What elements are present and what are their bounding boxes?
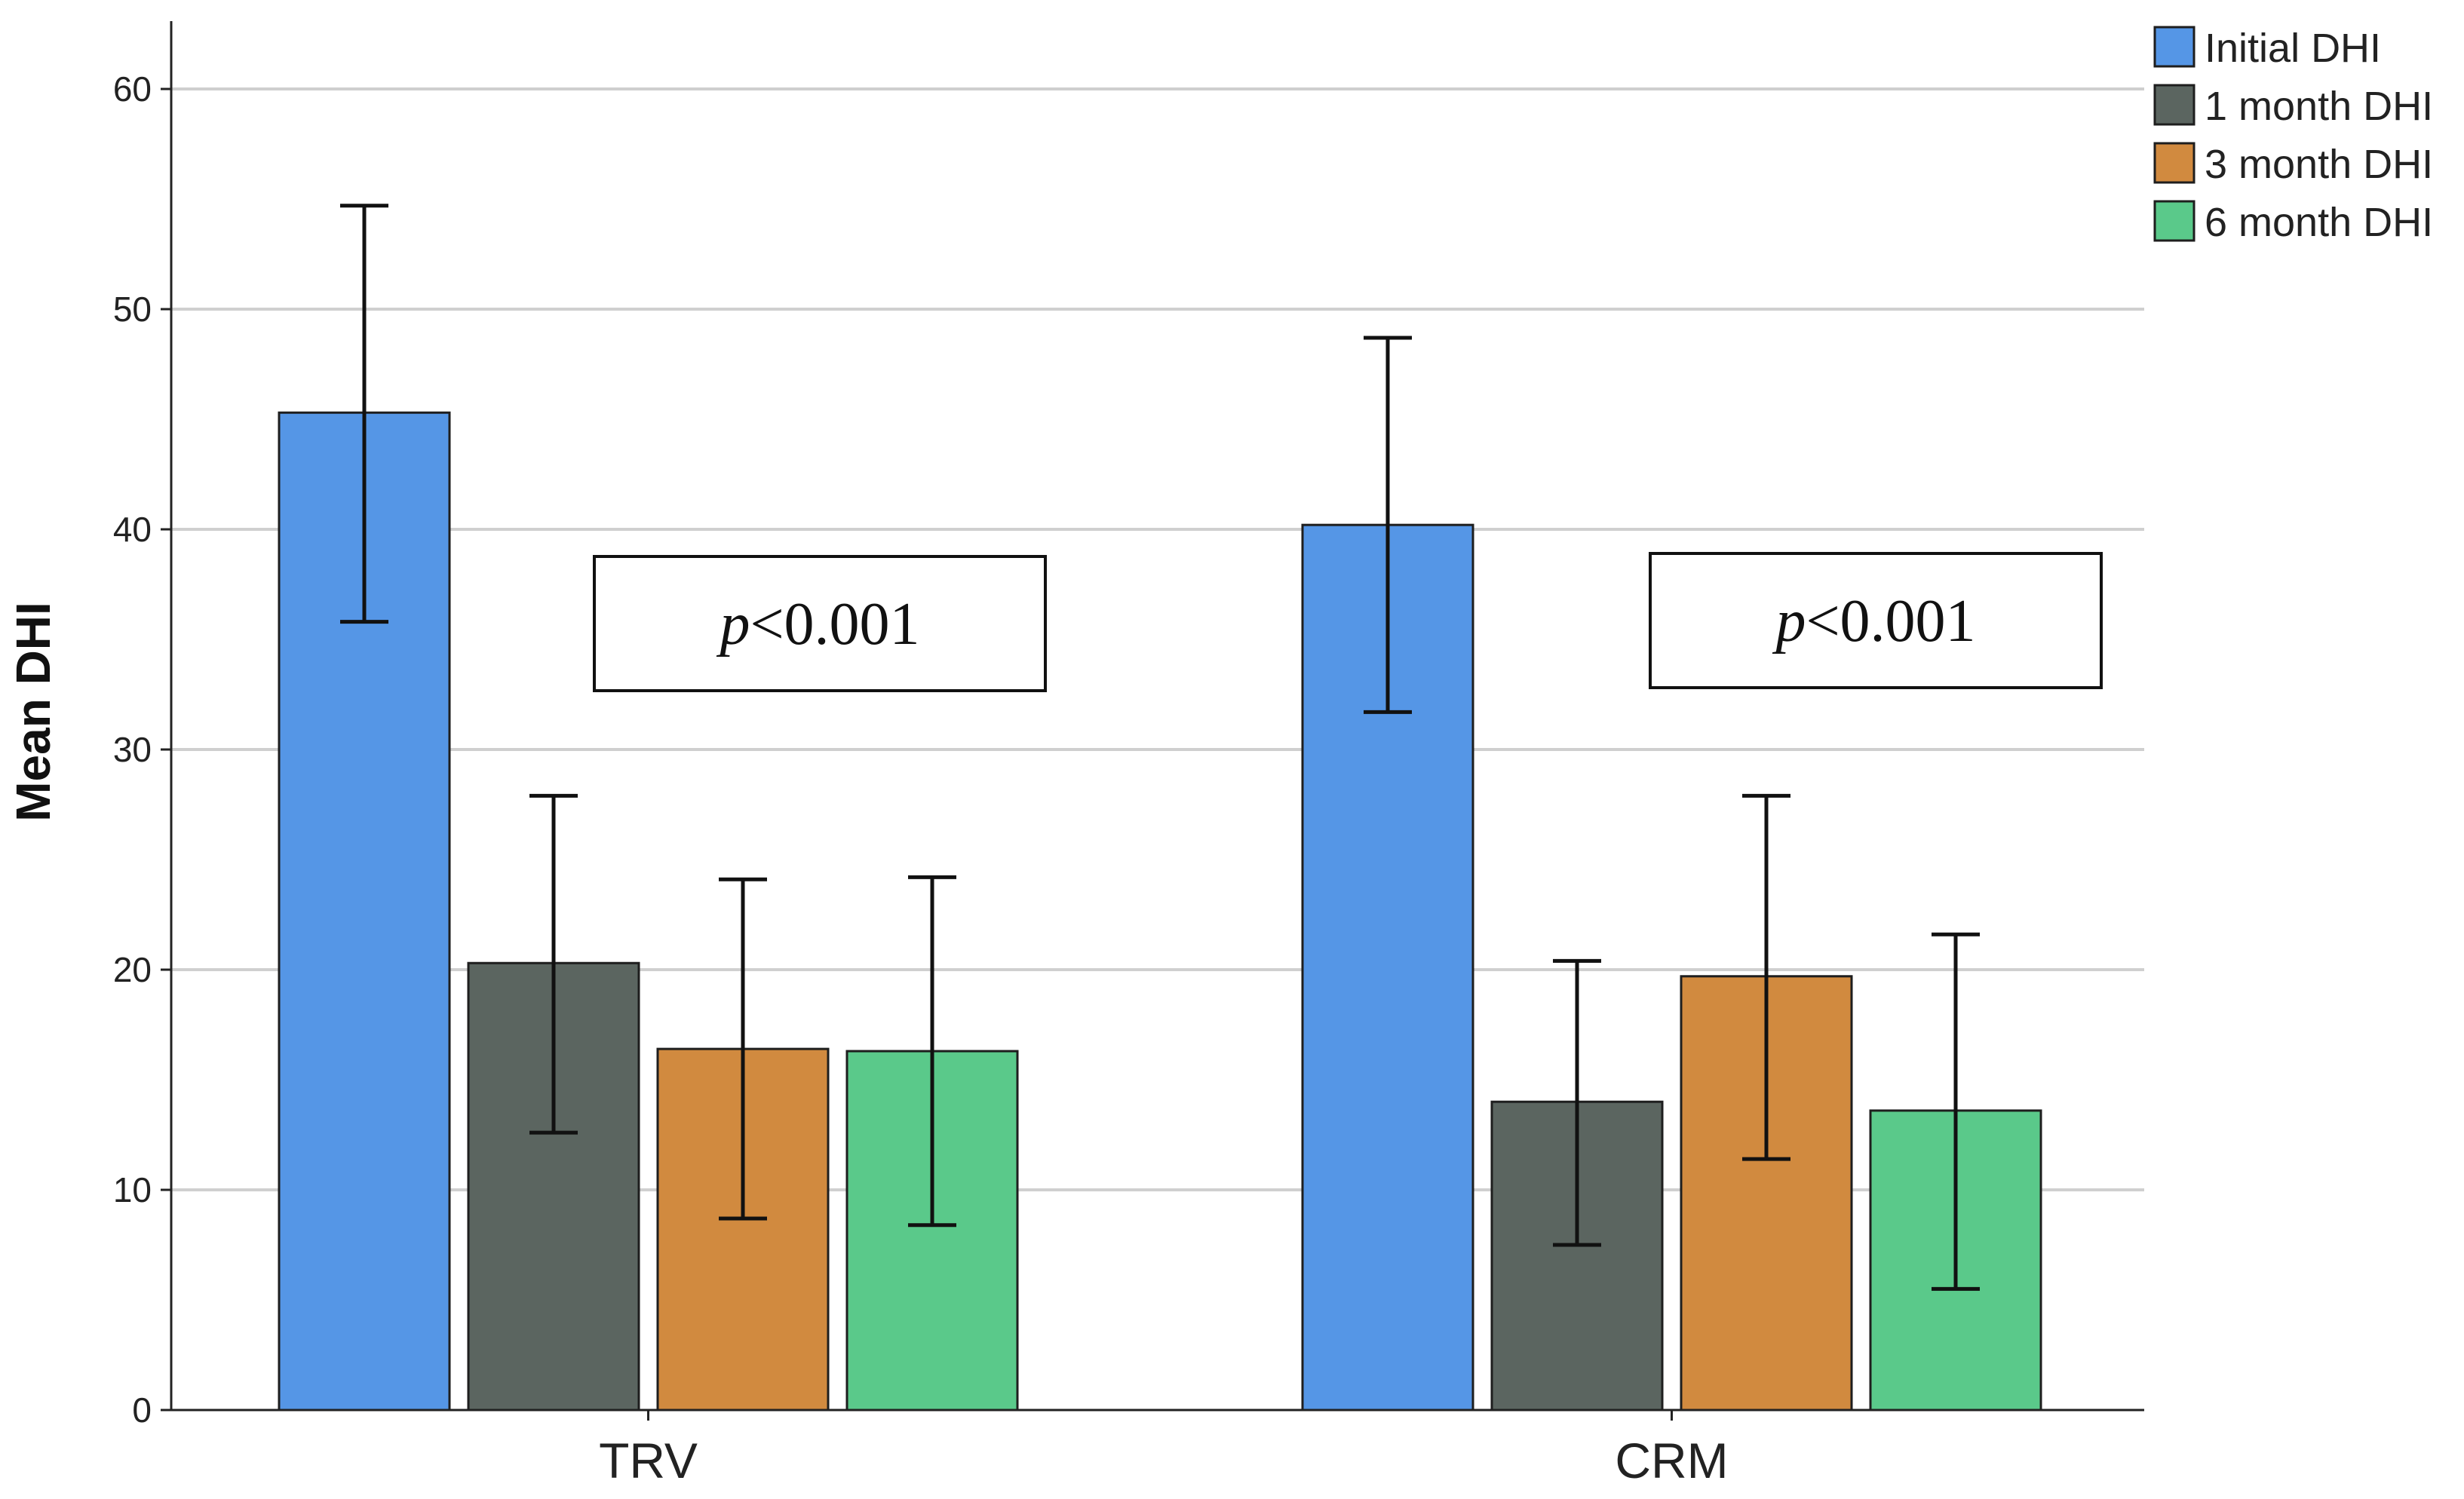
p-symbol: p <box>1772 588 1806 654</box>
p-value-box <box>1649 552 2103 689</box>
annotations: p<0.001 p<0.001 <box>593 552 2103 692</box>
category-label-crm: CRM <box>1615 1433 1728 1488</box>
p-value-box <box>593 555 1047 692</box>
legend-swatch <box>2153 142 2196 184</box>
category-label-trv: TRV <box>599 1433 698 1488</box>
legend-swatch <box>2153 26 2196 68</box>
legend-swatch <box>2153 84 2196 126</box>
axis-labels: 0 10 20 30 40 50 60 Mean DHI TRV CRM <box>6 69 1729 1488</box>
legend-label: 3 month DHI <box>2205 142 2433 187</box>
legend-label: 6 month DHI <box>2205 200 2433 245</box>
p-symbol: p <box>716 591 750 658</box>
legend-label: 1 month DHI <box>2205 84 2433 129</box>
y-tick-label: 50 <box>113 290 152 329</box>
p-value-text: p<0.001 <box>716 591 919 658</box>
p-threshold: <0.001 <box>750 591 919 658</box>
y-tick-label: 0 <box>132 1390 152 1430</box>
y-tick-label: 40 <box>113 510 152 549</box>
legend: Initial DHI 1 month DHI 3 month DHI 6 month… <box>2153 26 2433 245</box>
y-tick-label: 30 <box>113 730 152 769</box>
error-bars <box>340 204 1980 1291</box>
y-axis-label: Mean DHI <box>6 602 60 822</box>
axes <box>161 21 2144 1421</box>
legend-swatch <box>2153 200 2196 242</box>
p-value-text: p<0.001 <box>1772 588 1975 654</box>
y-tick-label: 10 <box>113 1170 152 1209</box>
p-threshold: <0.001 <box>1806 588 1975 654</box>
y-tick-label: 60 <box>113 69 152 109</box>
legend-label: Initial DHI <box>2205 26 2381 71</box>
y-tick-label: 20 <box>113 950 152 989</box>
